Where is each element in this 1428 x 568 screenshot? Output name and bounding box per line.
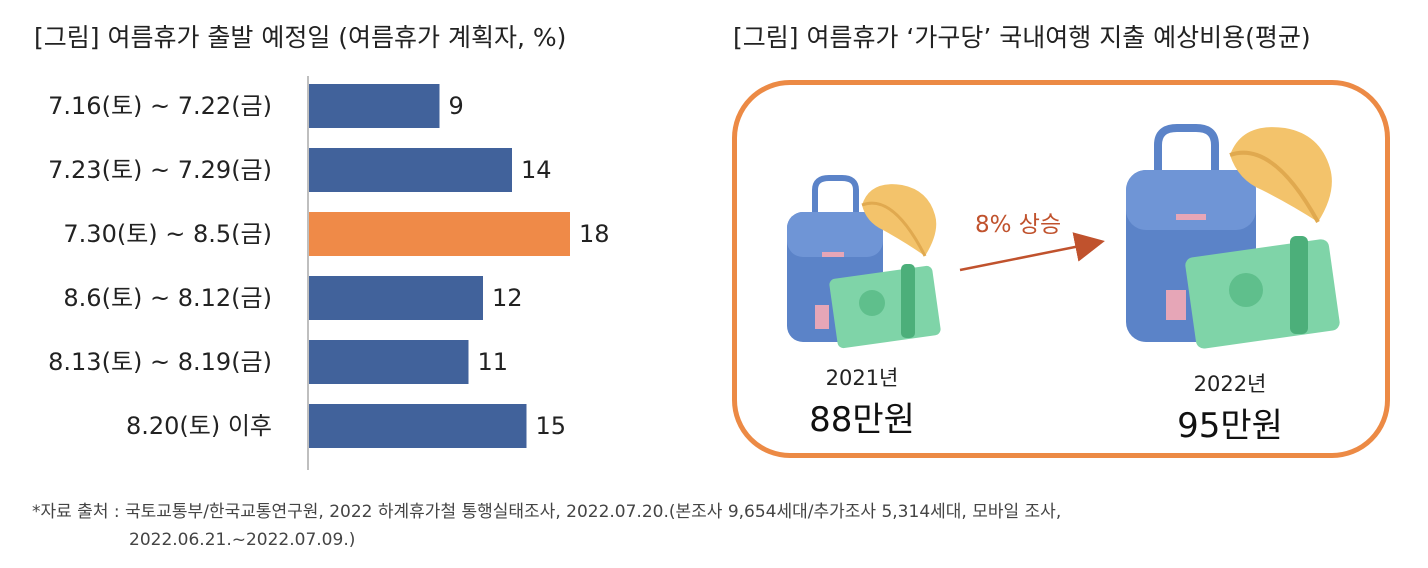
source-line-1: *자료 출처 : 국토교통부/한국교통연구원, 2022 하계휴가철 통행실태조… bbox=[32, 502, 1062, 522]
bar bbox=[309, 148, 512, 192]
category-label: 7.23(토) ~ 7.29(금) bbox=[48, 156, 272, 184]
luggage-2022-icon bbox=[1126, 124, 1340, 349]
category-label: 7.16(토) ~ 7.22(금) bbox=[48, 92, 272, 120]
bar bbox=[309, 404, 527, 448]
source-line-2: 2022.06.21.~2022.07.09.) bbox=[129, 530, 356, 550]
category-label: 8.13(토) ~ 8.19(금) bbox=[48, 348, 272, 376]
bar-value-label: 18 bbox=[579, 220, 610, 248]
category-label: 7.30(토) ~ 8.5(금) bbox=[63, 220, 272, 248]
bar bbox=[309, 212, 570, 256]
chart-title-departure: [그림] 여름휴가 출발 예정일 (여름휴가 계획자, %) bbox=[34, 23, 567, 52]
bar-value-label: 9 bbox=[449, 92, 464, 120]
bar-value-label: 12 bbox=[492, 284, 523, 312]
luggage-2021-icon bbox=[787, 175, 941, 349]
bar-value-label: 15 bbox=[536, 412, 567, 440]
bar bbox=[309, 84, 440, 128]
amount-2022-value: 95만원 bbox=[1177, 406, 1283, 446]
departure-bar-chart: 7.16(토) ~ 7.22(금) 9 7.23(토) ~ 7.29(금) 14 7.3… bbox=[48, 76, 610, 470]
source-note: *자료 출처 : 국토교통부/한국교통연구원, 2022 하계휴가철 통행실태조… bbox=[32, 498, 1061, 554]
increase-label: 8% 상승 bbox=[975, 212, 1062, 238]
year-2022-label: 2022년 bbox=[1193, 372, 1267, 396]
increase-arrow bbox=[959, 232, 1105, 272]
bar bbox=[309, 276, 483, 320]
year-2021-label: 2021년 bbox=[825, 366, 899, 390]
bar-value-label: 14 bbox=[521, 156, 552, 184]
category-label: 8.20(토) 이후 bbox=[126, 412, 272, 440]
amount-2021-value: 88만원 bbox=[809, 400, 915, 440]
bar bbox=[309, 340, 469, 384]
bar-value-label: 11 bbox=[478, 348, 509, 376]
chart-title-cost: [그림] 여름휴가 ‘가구당’ 국내여행 지출 예상비용(평균) bbox=[733, 23, 1311, 52]
category-label: 8.6(토) ~ 8.12(금) bbox=[63, 284, 272, 312]
